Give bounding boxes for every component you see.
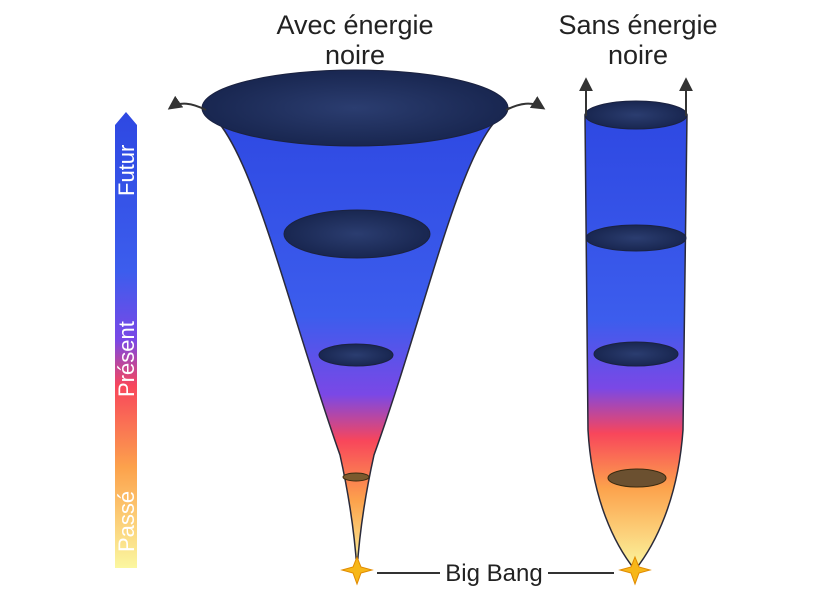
galaxy-slice-past: [342, 472, 370, 482]
galaxy-slice-mid: [283, 209, 431, 259]
galaxy-slice-future: [584, 100, 688, 130]
funnel-with-dark-energy: [167, 69, 546, 571]
expansion-arrow-left: [167, 95, 207, 111]
galaxy-slice-mid: [585, 224, 687, 252]
time-axis: Futur Présent Passé: [114, 112, 139, 568]
big-bang-label: Big Bang: [445, 560, 542, 587]
time-axis-future-label: Futur: [114, 145, 139, 196]
right-title-line1: Sans énergie: [558, 10, 717, 40]
galaxy-slice-present: [593, 341, 679, 367]
left-title-line1: Avec énergie: [276, 10, 433, 40]
time-axis-bar: [115, 112, 137, 568]
time-axis-present-label: Présent: [114, 321, 139, 397]
big-bang-star-left: [340, 555, 374, 586]
galaxy-slice-future: [201, 69, 509, 147]
expansion-arrow-right: [505, 96, 546, 111]
funnel-body: [200, 107, 513, 571]
right-title-line2: noire: [608, 40, 668, 70]
time-axis-past-label: Passé: [114, 491, 139, 552]
big-bang-star-right: [618, 555, 652, 586]
galaxy-slice-present: [318, 343, 394, 367]
left-title-line2: noire: [325, 40, 385, 70]
galaxy-slice-past: [607, 468, 667, 488]
tube-without-dark-energy: [579, 77, 693, 572]
